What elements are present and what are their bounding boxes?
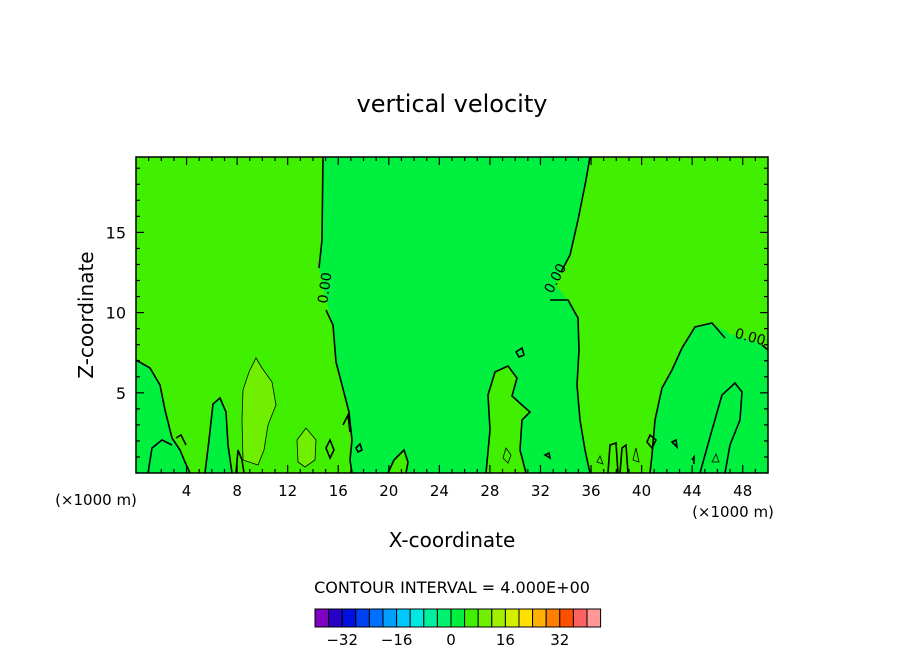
contour-interval-label: CONTOUR INTERVAL = 4.000E+00: [314, 578, 590, 597]
y-tick-label: 15: [106, 223, 126, 242]
colorbar-tick-label: 0: [446, 631, 456, 649]
contour-left-lobe-2: [204, 396, 233, 474]
zero-contours: [135, 156, 769, 474]
colorbar-swatch: [586, 608, 602, 628]
colorbar-swatch: [545, 608, 561, 628]
colorbar-swatch: [341, 608, 357, 628]
x-tick-label: 4: [182, 482, 192, 500]
contour-right-lobe-2: [699, 381, 743, 474]
contour-small-bits: [147, 346, 695, 474]
colorbar-swatch: [532, 608, 547, 628]
contour-right-boundary: [550, 156, 591, 474]
y-tick-label: 5: [116, 384, 126, 403]
colorbar-swatch: [382, 608, 398, 628]
colorbar-swatch: [464, 608, 479, 628]
contour-right-lobe: [649, 322, 769, 474]
x-tick-label: 20: [379, 482, 398, 500]
x-axis-label: X-coordinate: [389, 528, 516, 552]
colorbar: [314, 608, 602, 628]
colorbar-swatch: [314, 608, 330, 628]
contour-small-20: [387, 448, 409, 474]
contour-label: 0.00: [315, 271, 335, 304]
negative-lobe-right: [700, 383, 742, 473]
positive-region-right: [555, 157, 768, 473]
contour-left-lobe: [135, 359, 191, 474]
x-tick-label: 8: [232, 482, 242, 500]
updraft-cell-13: [297, 428, 316, 467]
x-unit-right: (×1000 m): [692, 503, 774, 521]
colorbar-swatch: [559, 608, 574, 628]
colorbar-tick-label: 32: [550, 631, 569, 649]
colorbar-swatch: [477, 608, 493, 628]
x-unit-left: (×1000 m): [55, 491, 137, 509]
x-tick-label: 12: [278, 482, 297, 500]
colorbar-swatch: [518, 608, 534, 628]
colorbar-swatch: [572, 608, 588, 628]
colorbar-swatch: [396, 608, 411, 628]
colorbar-tick-label: 16: [496, 631, 515, 649]
colorbar-swatch: [491, 608, 506, 628]
positive-region-left: [136, 157, 352, 473]
contour-updraft-4b: [296, 427, 317, 468]
colorbar-tick-label: −16: [381, 631, 413, 649]
x-tick-label: 44: [683, 482, 702, 500]
contour-updraft-4c: [502, 447, 720, 465]
x-tick-label: 36: [581, 482, 600, 500]
colorbar-swatch: [409, 608, 425, 628]
colorbar-tick-label: −32: [326, 631, 358, 649]
colorbar-swatch: [504, 608, 520, 628]
contour-left-boundary: [318, 156, 353, 474]
contour-center-plume: [485, 365, 532, 474]
colorbar-swatch: [450, 608, 466, 628]
y-axis-label: Z-coordinate: [74, 251, 98, 378]
strong-updraft-cell: [242, 358, 276, 465]
colorbar-swatch: [436, 608, 452, 628]
x-tick-label: 24: [430, 482, 449, 500]
x-tick-label: 28: [480, 482, 499, 500]
contour-label: 0.00: [733, 326, 767, 350]
y-tick-label: 10: [106, 304, 126, 323]
contour-updraft-4: [241, 357, 277, 466]
positive-blob-20: [388, 450, 408, 473]
chart-title: vertical velocity: [357, 90, 548, 118]
colorbar-swatch: [328, 608, 343, 628]
axis-ticks: [136, 157, 768, 473]
colorbar-labels: −32 −16 0 16 32: [326, 631, 569, 649]
colorbar-swatch: [368, 608, 384, 628]
x-tick-label: 40: [632, 482, 651, 500]
x-tick-label: 16: [329, 482, 348, 500]
positive-contours: [241, 357, 720, 468]
positive-plume-center: [486, 366, 530, 473]
colorbar-swatch: [355, 608, 370, 628]
colorbar-swatch: [423, 608, 438, 628]
x-tick-label: 48: [733, 482, 752, 500]
x-tick-label: 32: [531, 482, 550, 500]
